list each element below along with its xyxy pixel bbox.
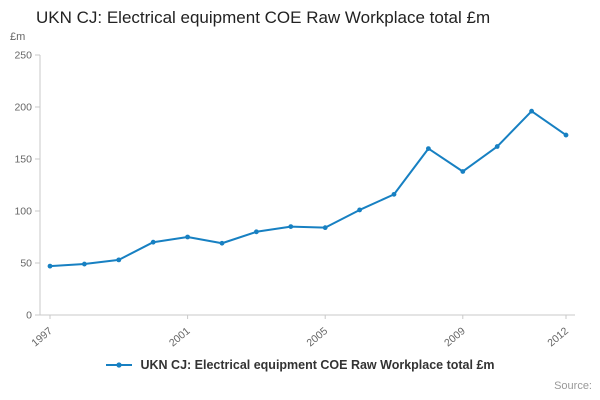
svg-text:200: 200	[14, 102, 32, 114]
y-axis-unit-label: £m	[10, 31, 26, 43]
legend-line-icon	[106, 362, 133, 368]
svg-text:2009: 2009	[442, 325, 468, 349]
source-label: Source:	[554, 380, 592, 392]
chart-title: UKN CJ: Electrical equipment COE Raw Wor…	[36, 8, 491, 27]
svg-text:0: 0	[26, 310, 32, 322]
legend-label: UKN CJ: Electrical equipment COE Raw Wor…	[140, 358, 495, 372]
svg-text:50: 50	[20, 258, 32, 270]
svg-text:250: 250	[14, 50, 32, 62]
svg-text:2005: 2005	[305, 325, 331, 349]
svg-text:1997: 1997	[29, 325, 55, 349]
svg-text:2001: 2001	[167, 325, 193, 349]
svg-text:2012: 2012	[545, 325, 571, 349]
line-chart: 0 50 100 150 200 250 1997 2001 2005 2009 2012	[14, 50, 575, 349]
legend: UKN CJ: Electrical equipment COE Raw Wor…	[0, 358, 600, 372]
legend-dot	[116, 362, 123, 368]
svg-text:150: 150	[14, 154, 32, 166]
svg-text:100: 100	[14, 206, 32, 218]
